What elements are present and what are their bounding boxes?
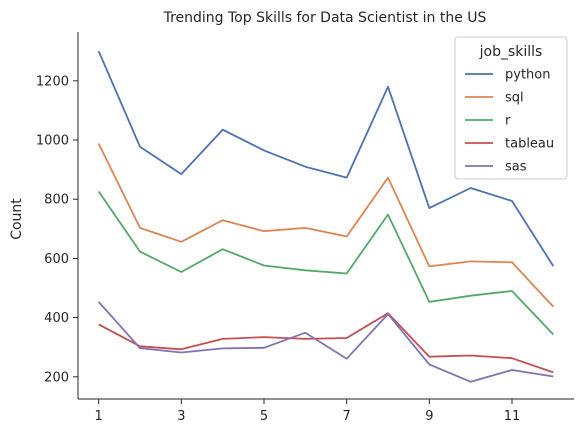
y-tick-label: 200 [44,370,69,385]
axes: 1 3 5 7 9 11 200 400 600 800 1000 1200 [36,32,574,424]
y-axis-label: Count [9,198,25,240]
series-line-python [97,50,555,267]
x-tick-label: 9 [425,409,433,424]
legend-title: job_skills [479,44,543,60]
series-lines [97,50,555,383]
x-tick-label: 1 [95,409,103,424]
y-tick-label: 1200 [36,74,69,89]
series-line-tableau [98,312,554,374]
legend-label-python: python [505,68,550,83]
series-line-sql [97,143,554,308]
series-line-r [97,190,554,336]
chart-title: Trending Top Skills for Data Scientist i… [163,10,487,26]
series-line-sas [98,301,554,383]
legend-label-tableau: tableau [505,137,554,152]
y-tick-label: 600 [44,252,69,267]
x-tick-label: 5 [260,409,268,424]
y-tick-label: 400 [44,311,69,326]
legend-label-r: r [505,114,511,129]
x-tick-label: 11 [504,409,521,424]
x-tick-label: 3 [177,409,185,424]
legend-label-sas: sas [505,160,527,175]
x-tick-label: 7 [343,409,351,424]
legend-label-sql: sql [505,91,524,106]
y-tick-label: 1000 [36,134,69,149]
y-tick-label: 800 [44,193,69,208]
